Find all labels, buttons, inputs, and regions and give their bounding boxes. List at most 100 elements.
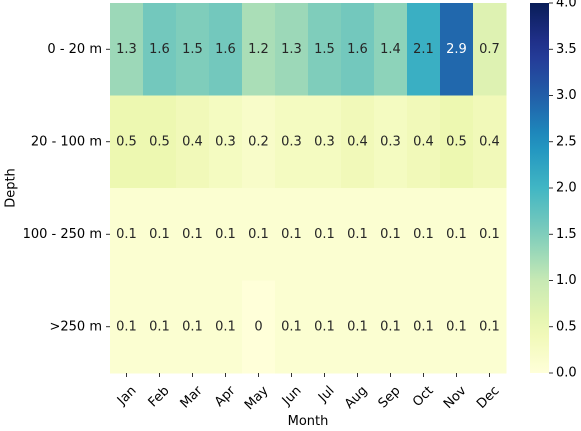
heatmap-cell-r2-c3: [209, 188, 243, 281]
cell-value-label-r0-c2: 1.5: [182, 42, 203, 57]
heatmap-cell-r2-c7: [341, 188, 375, 281]
cell-value-label-r1-c0: 0.5: [116, 134, 137, 149]
heatmap-cell-r2-c9: [407, 188, 441, 281]
heatmap-cell-r0-c2: [176, 3, 210, 96]
cell-value-label-r0-c0: 1.3: [116, 42, 137, 57]
x-tick-label-mar: Mar: [178, 383, 206, 411]
x-tick-label-feb: Feb: [146, 383, 173, 410]
heatmap-cell-r1-c7: [341, 95, 375, 189]
cell-value-label-r3-c9: 0.1: [413, 319, 434, 334]
cell-value-label-r3-c1: 0.1: [149, 319, 170, 334]
heatmap-cell-r1-c10: [440, 95, 474, 189]
heatmap-cell-r0-c6: [308, 3, 342, 96]
x-tick-label-jun: Jun: [279, 383, 305, 409]
heatmap-cell-r0-c4: [242, 3, 276, 96]
x-tick-label-aug: Aug: [342, 383, 371, 412]
heatmap-cell-r3-c6: [308, 280, 342, 374]
heatmap-cell-r0-c5: [275, 3, 309, 96]
cell-value-label-r1-c4: 0.2: [248, 134, 269, 149]
heatmap-cell-r0-c1: [143, 3, 177, 96]
heatmap-cell-r3-c0: [110, 280, 144, 374]
cell-value-label-r2-c3: 0.1: [215, 227, 236, 242]
x-tick-label-oct: Oct: [410, 383, 437, 410]
heatmap-cell-r1-c9: [407, 95, 441, 189]
cell-value-label-r0-c9: 2.1: [413, 42, 434, 57]
cell-value-label-r2-c5: 0.1: [281, 227, 302, 242]
cell-value-label-r0-c1: 1.6: [149, 42, 170, 57]
cell-value-label-r3-c7: 0.1: [347, 319, 368, 334]
heatmap-cell-r2-c1: [143, 188, 177, 281]
cell-value-label-r1-c6: 0.3: [314, 134, 335, 149]
heatmap-cell-r0-c10: [440, 3, 474, 96]
colorbar-tick-label-5: 2.5: [556, 134, 577, 149]
colorbar-tick-label-6: 3.0: [556, 88, 577, 103]
cell-value-label-r2-c0: 0.1: [116, 227, 137, 242]
cell-value-label-r2-c8: 0.1: [380, 227, 401, 242]
cell-value-label-r3-c5: 0.1: [281, 319, 302, 334]
cell-value-label-r2-c6: 0.1: [314, 227, 335, 242]
cell-value-label-r3-c10: 0.1: [446, 319, 467, 334]
heatmap-cell-r2-c6: [308, 188, 342, 281]
heatmap-cell-r0-c7: [341, 3, 375, 96]
heatmap-cell-r2-c4: [242, 188, 276, 281]
cell-value-label-r2-c10: 0.1: [446, 227, 467, 242]
cell-value-label-r2-c4: 0.1: [248, 227, 269, 242]
cell-value-label-r2-c2: 0.1: [182, 227, 203, 242]
y-tick-label-0: 0 - 20 m: [47, 42, 102, 57]
x-axis-title: Month: [288, 414, 329, 429]
heatmap-cell-r3-c11: [473, 280, 507, 374]
x-tick-label-apr: Apr: [212, 383, 239, 410]
y-tick-label-1: 20 - 100 m: [31, 134, 102, 149]
cell-value-label-r0-c11: 0.7: [479, 42, 500, 57]
cell-value-label-r0-c4: 1.2: [248, 42, 269, 57]
cell-value-label-r0-c8: 1.4: [380, 42, 401, 57]
x-tick-label-dec: Dec: [474, 383, 502, 411]
colorbar-tick-label-3: 1.5: [556, 227, 577, 242]
cell-value-label-r0-c7: 1.6: [347, 42, 368, 57]
colorbar-ticks: 0.0 0.5 1.0 1.5 2.0 2.5 3.0 3.5 4.0: [549, 0, 577, 381]
x-tick-label-may: May: [242, 383, 272, 413]
y-axis-ticks: 0 - 20 m 20 - 100 m 100 - 250 m >250 m: [23, 42, 110, 334]
cell-value-label-r3-c0: 0.1: [116, 319, 137, 334]
cell-value-label-r0-c10: 2.9: [446, 42, 467, 57]
x-axis-ticks: Jan Feb Mar Apr May Jun Jul Aug Sep Oct Nov Dec: [114, 373, 503, 413]
cell-value-label-r3-c6: 0.1: [314, 319, 335, 334]
heatmap-cell-r1-c4: [242, 95, 276, 189]
heatmap-cell-r0-c8: [374, 3, 408, 96]
heatmap-cell-r2-c2: [176, 188, 210, 281]
heatmap-cell-r2-c8: [374, 188, 408, 281]
heatmap-cell-r3-c9: [407, 280, 441, 374]
heatmap-cell-r1-c0: [110, 95, 144, 189]
heatmap-cells: [110, 3, 507, 374]
heatmap-cell-r0-c3: [209, 3, 243, 96]
y-tick-label-3: >250 m: [49, 319, 102, 334]
cell-value-label-r1-c9: 0.4: [413, 134, 434, 149]
y-axis-title: Depth: [4, 168, 19, 208]
cell-value-label-r1-c8: 0.3: [380, 134, 401, 149]
heatmap-cell-r1-c3: [209, 95, 243, 189]
heatmap-cell-r3-c8: [374, 280, 408, 374]
heatmap-cell-r0-c9: [407, 3, 441, 96]
heatmap-cell-r3-c1: [143, 280, 177, 374]
cell-value-label-r2-c11: 0.1: [479, 227, 500, 242]
colorbar-tick-label-0: 0.0: [556, 366, 577, 381]
cell-value-label-r1-c10: 0.5: [446, 134, 467, 149]
cell-value-label-r1-c11: 0.4: [479, 134, 500, 149]
heatmap-cell-r1-c1: [143, 95, 177, 189]
colorbar-tick-label-4: 2.0: [556, 181, 577, 196]
x-tick-label-sep: Sep: [376, 383, 404, 411]
heatmap-cell-r1-c5: [275, 95, 309, 189]
heatmap-cell-r2-c5: [275, 188, 309, 281]
cell-value-label-r3-c8: 0.1: [380, 319, 401, 334]
heatmap-cell-r3-c5: [275, 280, 309, 374]
heatmap-cell-r3-c10: [440, 280, 474, 374]
cell-value-label-r0-c5: 1.3: [281, 42, 302, 57]
cell-value-label-r1-c7: 0.4: [347, 134, 368, 149]
y-tick-label-2: 100 - 250 m: [23, 227, 102, 242]
cell-value-label-r1-c1: 0.5: [149, 134, 170, 149]
colorbar-tick-label-8: 4.0: [556, 0, 577, 11]
heatmap-cell-r3-c7: [341, 280, 375, 374]
heatmap-cell-r0-c11: [473, 3, 507, 96]
cell-value-label-r1-c2: 0.4: [182, 134, 203, 149]
